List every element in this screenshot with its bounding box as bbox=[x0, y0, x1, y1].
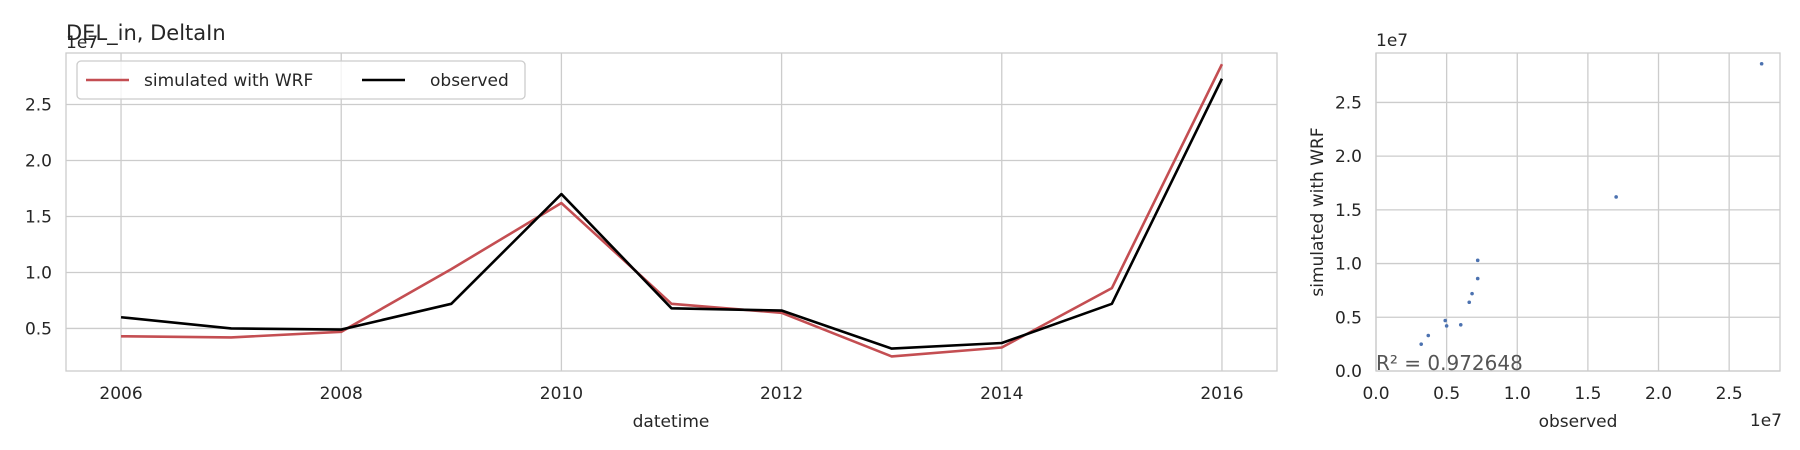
legend-box bbox=[76, 60, 526, 100]
y-tick-label: 1.5 bbox=[1335, 201, 1362, 221]
y-tick-label: 2.0 bbox=[1335, 147, 1362, 167]
line-chart: DEL_in, DeltaIn 2006 2008 2010 2012 2014 2016… bbox=[25, 21, 1278, 432]
y-tick-label: 2.5 bbox=[1335, 93, 1362, 113]
series-line-simulated bbox=[121, 63, 1224, 358]
legend: simulated with WRF observed bbox=[76, 60, 526, 100]
x-tick-label: 2014 bbox=[980, 384, 1023, 404]
y-tick-label: 2.0 bbox=[25, 151, 52, 171]
x-tick-label: 1.5 bbox=[1574, 384, 1601, 404]
scatter-chart-ylabel: simulated with WRF bbox=[1308, 127, 1328, 296]
x-tick-label: 2010 bbox=[540, 384, 583, 404]
line-chart-y-offset: 1e7 bbox=[66, 33, 98, 53]
x-tick-label: 2.5 bbox=[1716, 384, 1743, 404]
scatter-point bbox=[1458, 323, 1463, 327]
y-tick-label: 1.0 bbox=[25, 263, 52, 283]
scatter-chart-points bbox=[1419, 61, 1764, 346]
x-tick-label: 0.0 bbox=[1362, 384, 1389, 404]
y-tick-label: 1.0 bbox=[1335, 255, 1362, 275]
series-line-observed bbox=[120, 78, 1224, 350]
scatter-point bbox=[1426, 333, 1431, 338]
scatter-point bbox=[1475, 276, 1480, 281]
scatter-chart: 0.0 0.5 1.0 1.5 2.0 2.5 0.0 0.5 1.0 1.5 2.0 2.5 1e7… bbox=[1308, 31, 1782, 432]
line-chart-grid bbox=[66, 53, 1277, 371]
legend-label-observed: observed bbox=[430, 71, 509, 91]
y-tick-label: 1.5 bbox=[25, 207, 52, 227]
scatter-point bbox=[1759, 61, 1764, 66]
scatter-point bbox=[1443, 318, 1448, 323]
y-tick-label: 0.0 bbox=[1335, 362, 1362, 382]
legend-label-simulated: simulated with WRF bbox=[144, 71, 313, 91]
scatter-point bbox=[1470, 291, 1474, 296]
scatter-point bbox=[1475, 258, 1480, 263]
x-tick-label: 2006 bbox=[99, 384, 142, 404]
scatter-point bbox=[1614, 195, 1618, 199]
scatter-point bbox=[1419, 342, 1424, 346]
scatter-chart-y-offset: 1e7 bbox=[1376, 31, 1408, 51]
scatter-chart-frame bbox=[1375, 52, 1781, 372]
x-tick-label: 2008 bbox=[320, 384, 363, 404]
r-squared-annotation: R² = 0.972648 bbox=[1376, 351, 1523, 375]
x-tick-label: 1.0 bbox=[1504, 384, 1531, 404]
x-tick-label: 2016 bbox=[1200, 384, 1243, 404]
chart-title: DEL_in, DeltaIn bbox=[66, 21, 226, 46]
line-chart-ticks: 2006 2008 2010 2012 2014 2016 0.5 1.0 1.5 2.0 2.5 bbox=[25, 96, 1244, 404]
scatter-point bbox=[1444, 324, 1449, 328]
scatter-chart-ticks: 0.0 0.5 1.0 1.5 2.0 2.5 0.0 0.5 1.0 1.5 2.0 2.5 bbox=[1335, 93, 1743, 404]
line-chart-xlabel: datetime bbox=[633, 412, 710, 432]
y-tick-label: 0.5 bbox=[1335, 308, 1362, 328]
line-chart-frame bbox=[65, 52, 1278, 372]
scatter-chart-xlabel: observed bbox=[1539, 412, 1618, 432]
x-tick-label: 2.0 bbox=[1645, 384, 1672, 404]
scatter-chart-grid bbox=[1375, 53, 1780, 372]
x-tick-label: 0.5 bbox=[1433, 384, 1460, 404]
scatter-point bbox=[1467, 300, 1472, 305]
y-tick-label: 0.5 bbox=[25, 319, 52, 339]
scatter-chart-x-offset: 1e7 bbox=[1750, 411, 1782, 431]
y-tick-label: 2.5 bbox=[25, 96, 52, 116]
line-chart-series bbox=[120, 63, 1224, 358]
x-tick-label: 2012 bbox=[760, 384, 803, 404]
